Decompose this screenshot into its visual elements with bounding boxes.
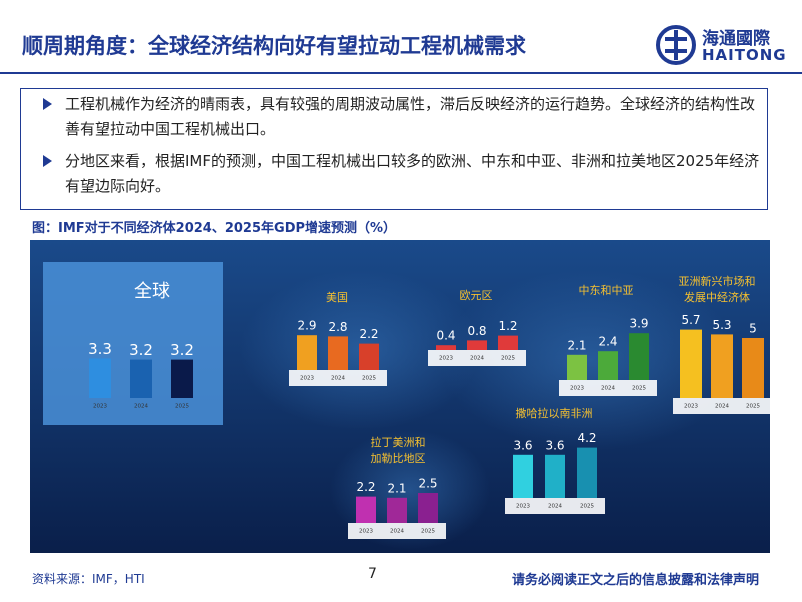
- value-label: 5: [749, 322, 757, 336]
- bar: [577, 447, 597, 498]
- bullet-text: 工程机械作为经济的晴雨表，具有较强的周期波动属性，滞后反映经济的运行趋势。全球经…: [65, 95, 756, 138]
- value-label: 3.9: [629, 317, 648, 331]
- year-label: 2023: [570, 386, 584, 392]
- panel-title: 发展中经济体: [684, 290, 750, 304]
- year-label: 2025: [501, 356, 515, 362]
- year-label: 2023: [93, 404, 107, 410]
- bar: [297, 335, 317, 370]
- disclaimer: 请务必阅读正文之后的信息披露和法律声明: [512, 573, 760, 588]
- panel-base: [289, 370, 387, 386]
- year-label: 2023: [516, 504, 530, 510]
- year-label: 2024: [331, 376, 345, 382]
- value-label: 2.9: [297, 319, 316, 333]
- bar: [513, 454, 533, 498]
- panel-title: 加勒比地区: [371, 452, 426, 465]
- value-label: 0.8: [467, 324, 486, 338]
- slide-title: 顺周期角度：全球经济结构向好有望拉动工程机械需求: [22, 34, 526, 58]
- bar: [711, 334, 733, 398]
- value-label: 5.3: [712, 318, 731, 332]
- bullet-text: 分地区来看，根据IMF的预测，中国工程机械出口较多的欧洲、中东和中亚、非洲和拉美…: [65, 152, 760, 195]
- bar: [567, 354, 587, 380]
- bullet-arrow: [43, 155, 52, 167]
- value-label: 3.6: [513, 438, 532, 452]
- value-label: 2.8: [328, 320, 347, 334]
- bar: [680, 329, 702, 398]
- panel-title: 美国: [326, 291, 348, 304]
- year-label: 2024: [470, 356, 484, 362]
- panel-base: [505, 498, 605, 514]
- bar: [387, 497, 407, 523]
- bar: [598, 351, 618, 380]
- value-label: 3.3: [88, 340, 112, 358]
- bar: [467, 340, 487, 350]
- year-label: 2023: [684, 404, 698, 410]
- year-label: 2025: [175, 404, 189, 410]
- year-label: 2023: [300, 376, 314, 382]
- bar: [359, 343, 379, 370]
- year-label: 2023: [439, 356, 453, 362]
- value-label: 2.1: [567, 338, 586, 352]
- value-label: 4.2: [577, 431, 596, 445]
- year-label: 2024: [548, 504, 562, 510]
- year-label: 2025: [632, 386, 646, 392]
- bar: [130, 359, 152, 398]
- year-label: 2025: [746, 404, 760, 410]
- bar: [328, 336, 348, 370]
- map-glow: [440, 270, 740, 450]
- bar: [356, 496, 376, 523]
- value-label: 5.7: [681, 313, 700, 327]
- bullet-arrow: [43, 98, 52, 110]
- panel-title: 撒哈拉以南非洲: [516, 406, 593, 420]
- page-number: 7: [368, 566, 377, 582]
- year-label: 2024: [134, 404, 148, 410]
- logo-text: 海通國際: [702, 29, 770, 49]
- header-rule: [0, 72, 802, 74]
- bar: [171, 359, 193, 398]
- panel-base: [348, 523, 446, 539]
- value-label: 3.2: [170, 341, 194, 359]
- value-label: 3.6: [545, 438, 564, 452]
- value-label: 3.2: [129, 341, 153, 359]
- year-label: 2024: [715, 404, 729, 410]
- panel-title: 拉丁美洲和: [371, 435, 426, 449]
- value-label: 2.2: [359, 327, 378, 341]
- panel-title: 欧元区: [460, 289, 493, 302]
- year-label: 2023: [359, 529, 373, 535]
- value-label: 2.5: [418, 477, 437, 491]
- panel-title: 亚洲新兴市场和: [679, 274, 756, 288]
- panel-base: [428, 350, 526, 366]
- year-label: 2024: [390, 529, 404, 535]
- figure: 全球 3.3 2023 3.2 2024 3.2 2025 美国 2.9 2023 2.8 2024 2…: [30, 240, 770, 553]
- source-note: 资料来源：IMF，HTI: [32, 572, 145, 586]
- year-label: 2024: [601, 386, 615, 392]
- bar: [629, 333, 649, 380]
- bar: [498, 335, 518, 350]
- panel-base: [673, 398, 770, 414]
- bar: [436, 345, 456, 350]
- panel-title: 中东和中亚: [579, 284, 634, 297]
- panel-title: 全球: [134, 281, 170, 302]
- bar: [89, 358, 111, 398]
- value-label: 1.2: [498, 319, 517, 333]
- value-label: 2.2: [356, 480, 375, 494]
- panel-base: [559, 380, 657, 396]
- bullet-box: 工程机械作为经济的晴雨表，具有较强的周期波动属性，滞后反映经济的运行趋势。全球经…: [20, 88, 768, 210]
- year-label: 2025: [580, 504, 594, 510]
- value-label: 2.4: [598, 335, 617, 349]
- bar: [545, 454, 565, 498]
- value-label: 2.1: [387, 481, 406, 495]
- figure-caption: 图：IMF对于不同经济体2024、2025年GDP增速预测（%）: [32, 221, 397, 236]
- bar: [418, 493, 438, 523]
- value-label: 0.4: [436, 329, 455, 343]
- bar: [742, 338, 764, 398]
- logo-icon: [656, 25, 696, 65]
- year-label: 2025: [362, 376, 376, 382]
- logo-text: HAITONG: [702, 46, 787, 64]
- year-label: 2025: [421, 529, 435, 535]
